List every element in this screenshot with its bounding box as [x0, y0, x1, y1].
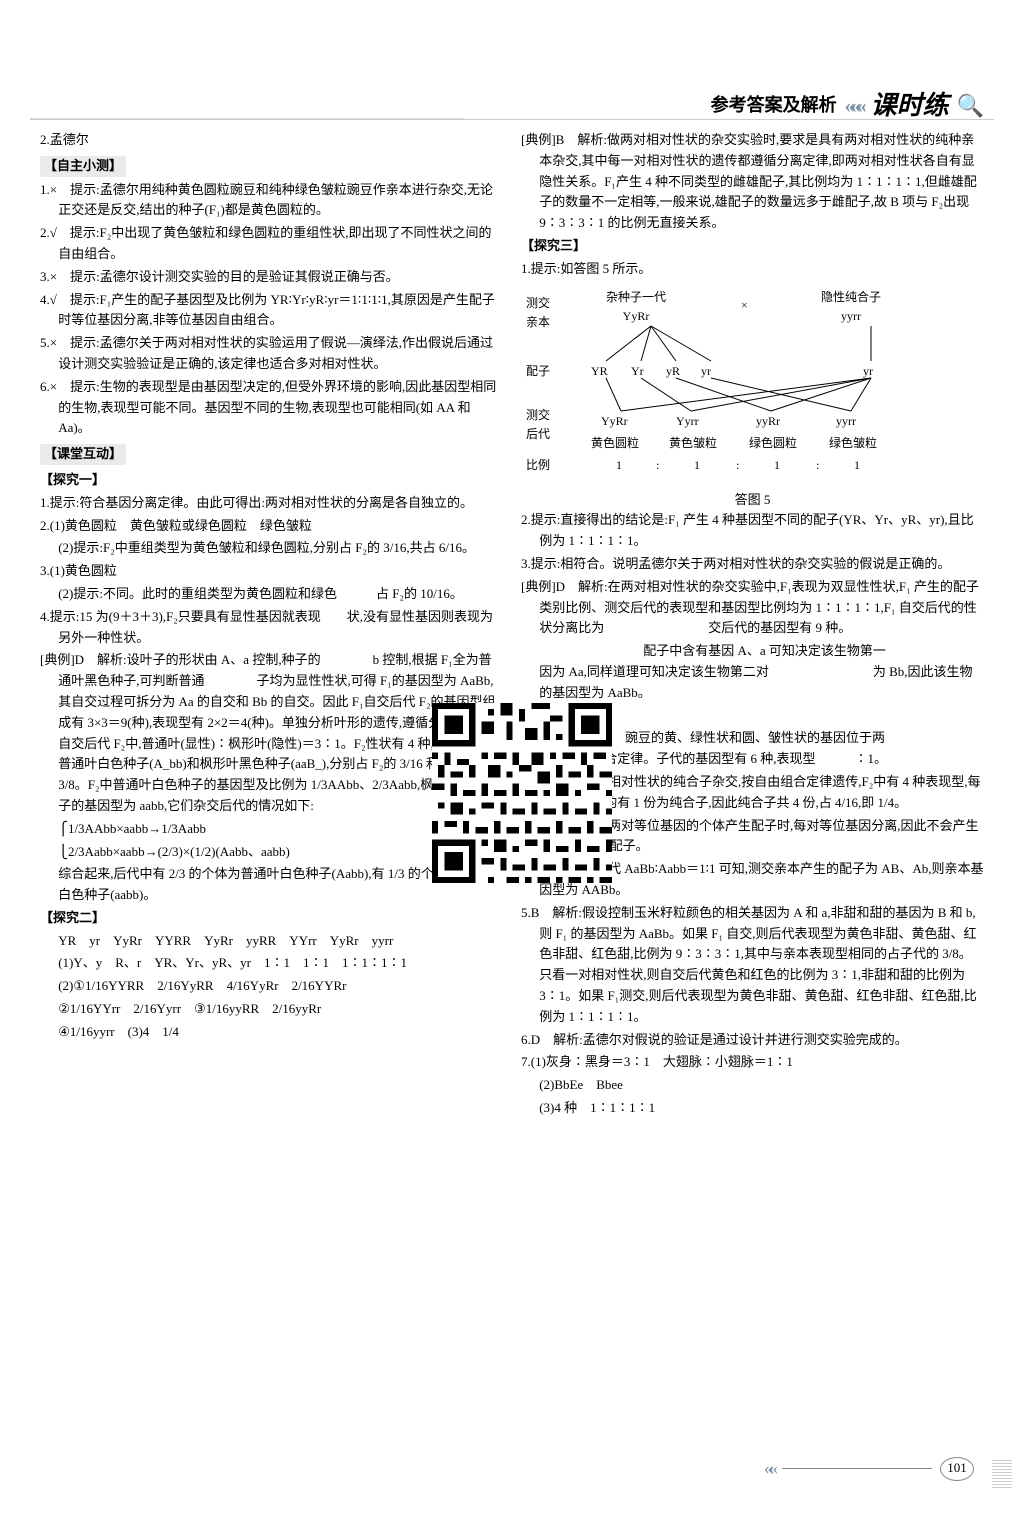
inquire-1: 【探究一】 — [40, 470, 503, 491]
text-line: 2.√ 提示:F₂中出现了黄色皱粒和绿色圆粒的重组性状,即出现了不同性状之间的自… — [40, 223, 503, 265]
figure-5-caption: 答图 5 — [521, 490, 984, 511]
fig-pheno: 黄色圆粒 — [591, 434, 639, 453]
fig-node: 杂种子一代 YyRr — [606, 288, 666, 326]
footer-line — [782, 1468, 932, 1469]
section-self-test: 【自主小测】 — [40, 156, 126, 177]
fig-offspring: yyRr — [756, 412, 780, 431]
content-columns: 2.孟德尔 【自主小测】 1.× 提示:孟德尔用纯种黄色圆粒豌豆和纯种绿色皱粒豌… — [40, 130, 984, 1121]
fig-op: × — [741, 296, 748, 315]
text-line: 5.× 提示:孟德尔关于两对相对性状的实验运用了假说—演绎法,作出假说后通过设计… — [40, 333, 503, 375]
text-line: ②1/16YYrr 2/16Yyrr ③1/16yyRR 2/16yyRr — [40, 999, 503, 1020]
text-line: (2)BbEe Bbee — [521, 1075, 984, 1096]
page-footer: «« 101 — [764, 1454, 974, 1483]
example-text: [典例]B 解析:做两对相对性状的杂交实验时,要求是具有两对相对性状的纯种亲本杂… — [521, 130, 984, 234]
right-column: [典例]B 解析:做两对相对性状的杂交实验时,要求是具有两对相对性状的纯种亲本杂… — [521, 130, 984, 1121]
text-line: 配子中含有基因 A、a 可知决定该生物第一 因为 Aa,同样道理可知决定该生物第… — [521, 641, 984, 703]
footer-arrows: «« — [764, 1454, 774, 1483]
fig-gamete: yR — [666, 362, 680, 381]
fig-row-label: 测交 后代 — [526, 406, 550, 444]
inquire-2: 【探究二】 — [40, 908, 503, 929]
fig-gamete: yr — [863, 362, 873, 381]
fig-offspring: yyrr — [836, 412, 856, 431]
fig-ratio: 1 — [616, 456, 622, 475]
magnifier-icon: 🔍 — [957, 88, 984, 123]
fig-ratio: 1 — [854, 456, 860, 475]
fig-offspring: Yyrr — [676, 412, 699, 431]
text-line: 4.√ 提示:F₁产生的配子基因型及比例为 YR∶Yr∶yR∶yr＝1∶1∶1∶… — [40, 290, 503, 332]
fig-parent-left: 杂种子一代 YyRr — [606, 288, 666, 326]
text-line: 4.提示:15 为(9＋3＋3),F₂只要具有显性基因就表现 状,没有显性基因则… — [40, 607, 503, 649]
fig-row-label: 比例 — [526, 456, 550, 475]
qr-code — [432, 703, 612, 883]
fig-pheno: 绿色圆粒 — [749, 434, 797, 453]
fig-ratio: : — [736, 456, 739, 475]
fig-node: 隐性纯合子 yyrr — [821, 288, 881, 326]
page-header: 参考答案及解析 ««« 课时练 🔍 — [711, 85, 984, 127]
text-line: ④1/16yyrr (3)4 1/4 — [40, 1022, 503, 1043]
text-line: 6.D 解析:孟德尔对假说的验证是通过设计并进行测交实验完成的。 — [521, 1030, 984, 1051]
fig-ratio: 1 — [774, 456, 780, 475]
text-line: 2.(1)黄色圆粒 黄色皱粒或绿色圆粒 绿色皱粒 — [40, 516, 503, 537]
fig-row-label: 测交 亲本 — [526, 294, 550, 332]
text-line: 1.提示:符合基因分离定律。由此可得出:两对相对性状的分离是各自独立的。 — [40, 493, 503, 514]
figure-5-svg — [521, 286, 981, 486]
left-column: 2.孟德尔 【自主小测】 1.× 提示:孟德尔用纯种黄色圆粒豌豆和纯种绿色皱粒豌… — [40, 130, 503, 1121]
header-arrows: ««« — [845, 90, 863, 122]
fig-gamete: Yr — [631, 362, 644, 381]
section-class: 【课堂互动】 — [40, 444, 126, 465]
fig-ratio: : — [656, 456, 659, 475]
text-line: (2)提示:F₂中重组类型为黄色皱粒和绿色圆粒,分别占 F₂的 3/16,共占 … — [40, 538, 503, 559]
fig-gamete: YR — [591, 362, 608, 381]
text-line: 3.× 提示:孟德尔设计测交实验的目的是验证其假说正确与否。 — [40, 267, 503, 288]
text-line: 7.(1)灰身∶黑身＝3∶1 大翅脉∶小翅脉＝1∶1 — [521, 1052, 984, 1073]
example-text: [典例]D 解析:在两对相对性状的杂交实验中,F₁表现为双显性性状,F₁ 产生的… — [521, 577, 984, 639]
text-line: YR yr YyRr YYRR YyRr yyRR YYrr YyRr yyrr — [40, 931, 503, 952]
text-line: (3)4 种 1∶1∶1∶1 — [521, 1098, 984, 1119]
page-number: 101 — [940, 1457, 974, 1481]
fig-pheno: 绿色皱粒 — [829, 434, 877, 453]
text-line: (2)①1/16YYRR 2/16YyRR 4/16YyRr 2/16YYRr — [40, 976, 503, 997]
fig-parent-right: 隐性纯合子 yyrr — [821, 288, 881, 326]
header-brand: 课时练 — [871, 85, 949, 127]
header-subtitle: 参考答案及解析 — [711, 91, 837, 120]
inquire-3: 【探究三】 — [521, 236, 984, 257]
text-line: 1.提示:如答图 5 所示。 — [521, 259, 984, 280]
fig-gamete: yr — [701, 362, 711, 381]
text-line: (1)Y、y R、r YR、Yr、yR、yr 1∶1 1∶1 1∶1∶1∶1 — [40, 953, 503, 974]
fig-row-label: 配子 — [526, 362, 550, 381]
text-line: 3.(1)黄色圆粒 — [40, 561, 503, 582]
corner-decoration — [992, 1460, 1012, 1488]
text-line: 2.孟德尔 — [40, 130, 503, 151]
text-line: (2)提示:不同。此时的重组类型为黄色圆粒和绿色 占 F₂的 10/16。 — [40, 584, 503, 605]
text-line: 3.提示:相符合。说明孟德尔关于两对相对性状的杂交实验的假说是正确的。 — [521, 554, 984, 575]
text-line: 6.× 提示:生物的表现型是由基因型决定的,但受外界环境的影响,因此基因型相同的… — [40, 377, 503, 439]
text-line: 1.× 提示:孟德尔用纯种黄色圆粒豌豆和纯种绿色皱粒豌豆作亲本进行杂交,无论正交… — [40, 180, 503, 222]
figure-5: 测交 亲本 杂种子一代 YyRr × 隐性纯合子 yyrr 配子 YR Yr y… — [521, 286, 984, 486]
fig-offspring: YyRr — [601, 412, 628, 431]
fig-pheno: 黄色皱粒 — [669, 434, 717, 453]
fig-ratio: : — [816, 456, 819, 475]
text-line: 5.B 解析:假设控制玉米籽粒颜色的相关基因为 A 和 a,非甜和甜的基因为 B… — [521, 903, 984, 1028]
fig-ratio: 1 — [694, 456, 700, 475]
text-line: 2.提示:直接得出的结论是:F₁ 产生 4 种基因型不同的配子(YR、Yr、yR… — [521, 510, 984, 552]
